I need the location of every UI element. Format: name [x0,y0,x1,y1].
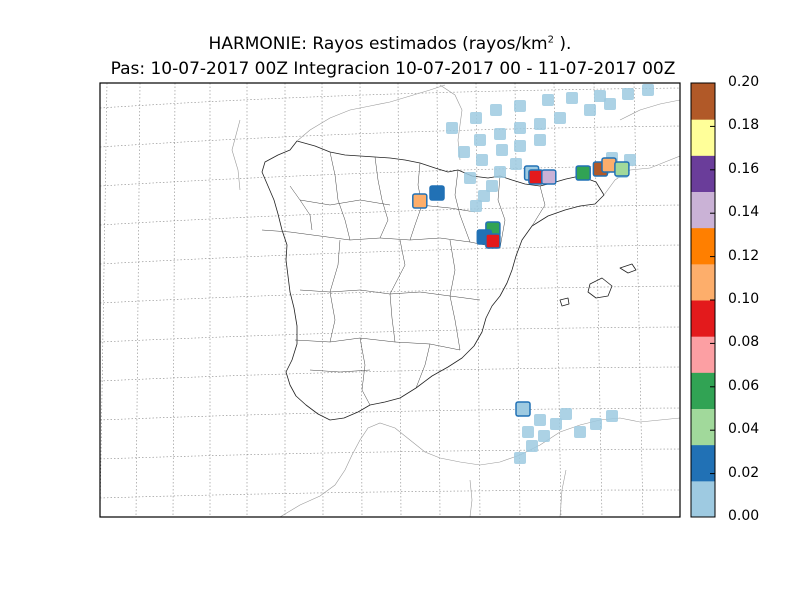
mallorca-coastline [587,277,613,299]
lightning-cell-low [534,118,546,130]
lightning-cell-low [478,190,490,202]
colorbar-segment [691,444,715,482]
lightning-cell-low [494,128,506,140]
map-frame [99,82,681,518]
lightning-cell-low [554,112,566,124]
lightning-cell [671,58,685,72]
colorbar-segment [691,336,715,373]
lightning-cell-low [534,414,546,426]
colorbar-segment [691,227,715,265]
colorbar-segment [691,83,715,120]
colorbar-tick-label: 0.02 [728,464,760,481]
map-title-line1: HARMONIE: Rayos estimados (rayos/km2 ). [208,34,572,54]
lightning-cell-low [464,172,476,184]
lightning-cell-low [446,122,458,134]
lightning-cell-low [606,410,618,422]
lightning-cell-low [514,122,526,134]
colorbar-tick-label: 0.18 [728,117,760,134]
ibiza-coastline [559,297,570,307]
map-title-line2: Pas: 10-07-2017 00Z Integracion 10-07-20… [110,59,676,79]
province-boundaries [261,151,546,406]
lightning-cell-low [476,154,488,166]
lightning-cell-low [494,166,506,178]
lightning-cell [429,185,445,201]
lightning-cell [601,157,617,173]
lightning-cell [515,401,531,417]
lightning-cell-low [534,134,546,146]
colorbar-tick-label: 0.06 [728,377,760,394]
lightning-cell [614,161,630,177]
colorbar-segment [691,191,715,229]
lightning-cell [575,165,591,181]
lightning-cell-low [538,430,550,442]
lightning-cell [485,233,501,249]
colorbar-segment [691,372,715,409]
lightning-cell-low [584,104,596,116]
lightning-cell-low [470,112,482,124]
lightning-cell [541,169,557,185]
lightning-cells [412,50,706,464]
lightning-cell-low [542,94,554,106]
colorbar-tick-label: 0.20 [728,74,760,90]
iberia-coastline [261,140,605,421]
colorbar-tick-label: 0.14 [728,204,760,221]
lightning-cell-low [514,100,526,112]
coastlines [261,140,637,421]
graticule [100,83,680,517]
lightning-cell-low [490,104,502,116]
lightning-cell-low [642,84,654,96]
lightning-cell-low [560,408,572,420]
lightning-cell [412,193,428,209]
colorbar-tick-label: 0.08 [728,334,760,351]
colorbar-tick-label: 0.16 [728,160,760,177]
colorbar-tick-label: 0.04 [728,421,760,438]
lightning-cell-low [470,200,482,212]
colorbar [690,82,716,518]
colorbar-segment [691,119,715,156]
colorbar-segment [691,408,715,446]
lightning-cell-low [574,426,586,438]
menorca-coastline [619,263,637,274]
lightning-cell-low [566,92,578,104]
lightning-cell-low [522,426,534,438]
colorbar-tick-label: 0.10 [728,291,760,307]
lightning-cell-low [486,180,498,192]
lightning-cell-low [514,140,526,152]
lightning-cell-low [550,418,562,430]
colorbar-tick-label: 0.12 [728,247,760,264]
lightning-cell-low [514,452,526,464]
lightning-cell-low [526,440,538,452]
lightning-cell-low [594,90,606,102]
colorbar-tick-label: 0.00 [728,508,760,524]
colorbar-segment [691,480,715,518]
neighbour-coasts [231,84,680,517]
lightning-cell-low [510,158,522,170]
lightning-cell-low [458,146,470,158]
colorbar-segment [691,263,715,301]
lightning-cell-low [496,144,508,156]
lightning-cell-low [622,88,634,100]
colorbar-segment [691,300,715,337]
lightning-cell-low [590,418,602,430]
lightning-cell-low [474,134,486,146]
lightning-cell-low [604,98,616,110]
lightning-cell [528,169,544,185]
lightning-cell [692,50,706,64]
colorbar-segment [691,155,715,192]
